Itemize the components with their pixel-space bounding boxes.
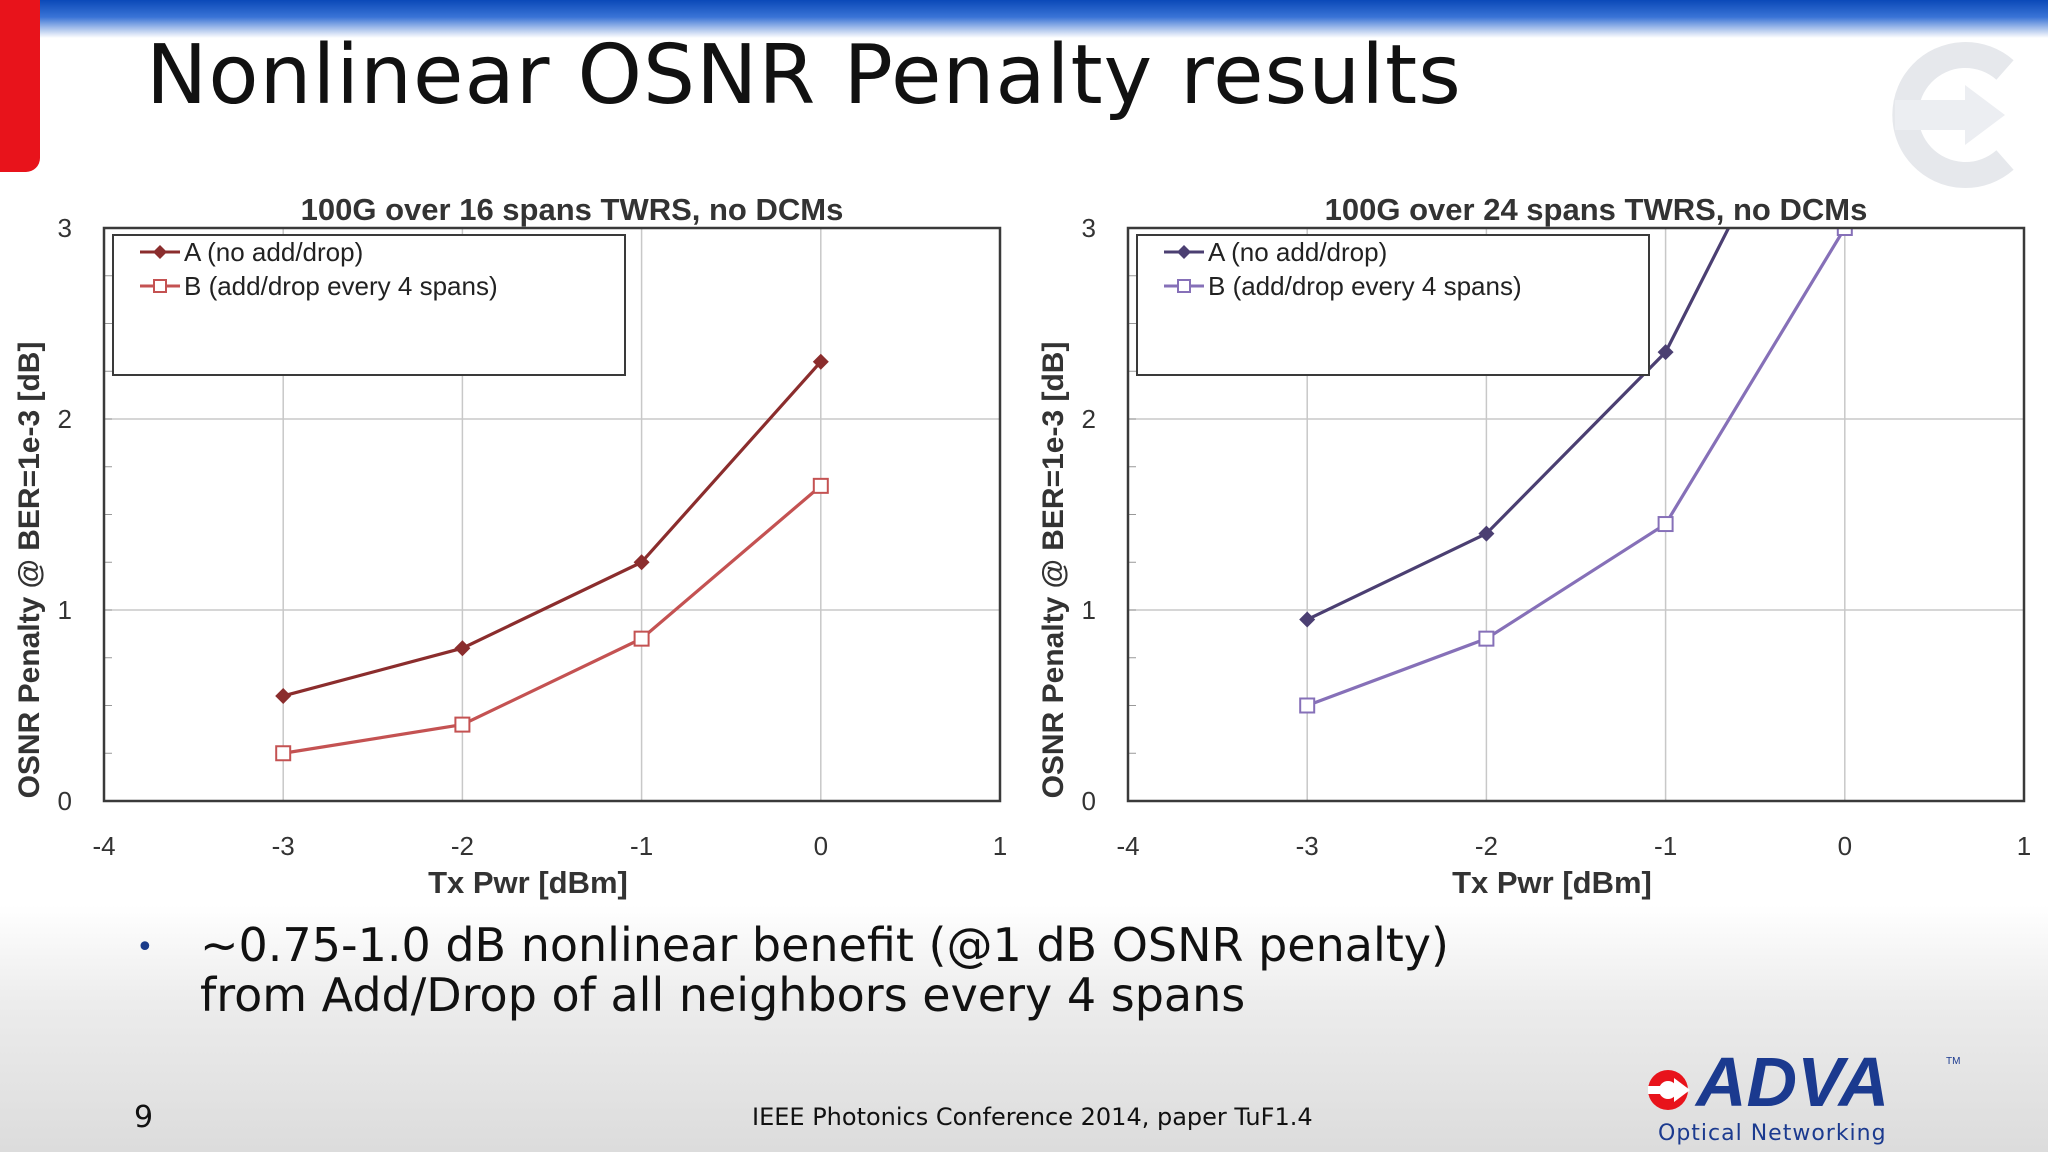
chart-legend: A (no add/drop) B (add/drop every 4 spans… — [112, 234, 626, 376]
series-line — [282, 484, 822, 755]
legend-swatch-marker — [153, 279, 167, 293]
y-tick-label: 1 — [1082, 595, 1096, 625]
bullet-text-line-2: from Add/Drop of all neighbors every 4 s… — [200, 968, 1246, 1022]
chart-24-spans: -4 -3 -2 -1 0 1 0 1 2 3 100G over 24 spans TWRS, n… — [1037, 192, 2031, 900]
logo-trademark: TM — [1946, 1056, 1960, 1067]
red-corner-tab — [0, 0, 40, 172]
x-tick-label: -1 — [630, 831, 653, 861]
legend-label: A (no add/drop) — [184, 237, 363, 267]
logo-wordmark: ADVA — [1694, 1046, 1889, 1121]
data-point-marker — [633, 554, 650, 571]
data-point-marker — [1478, 630, 1495, 647]
footer-citation: IEEE Photonics Conference 2014, paper Tu… — [752, 1103, 1313, 1131]
data-point-marker — [812, 477, 829, 494]
series-line — [1306, 228, 1731, 621]
x-tick-label: -4 — [1116, 831, 1139, 861]
page-number: 9 — [134, 1100, 154, 1135]
legend-swatch-marker — [1177, 245, 1191, 259]
logo-watermark-icon — [1892, 42, 2014, 188]
data-point-marker — [633, 630, 650, 647]
top-accent-bar — [0, 0, 2048, 38]
data-point-marker — [1478, 525, 1495, 542]
y-axis-label: OSNR Penalty @ BER=1e-3 [dB] — [13, 342, 46, 799]
series-a — [1299, 228, 1731, 628]
y-tick-label: 3 — [58, 213, 72, 243]
y-tick-label: 0 — [58, 786, 72, 816]
series-a — [275, 353, 829, 704]
x-tick-label: 0 — [1838, 831, 1852, 861]
chart-title: 100G over 16 spans TWRS, no DCMs — [301, 192, 844, 227]
series-b — [275, 477, 829, 762]
data-point-marker — [812, 353, 829, 370]
series-line — [1306, 228, 1847, 707]
legend-box — [1136, 234, 1650, 376]
chart-16-spans: -4 -3 -2 -1 0 1 0 1 2 3 100G over 16 spans TWRS, n… — [13, 192, 1007, 900]
logo-tagline: Optical Networking — [1658, 1121, 1887, 1146]
plot-frame — [102, 226, 1002, 803]
slide-title: Nonlinear OSNR Penalty results — [146, 28, 1462, 123]
data-point-marker — [454, 716, 471, 733]
y-tick-label: 0 — [1082, 786, 1096, 816]
y-tick-label: 3 — [1082, 213, 1096, 243]
data-point-marker — [1299, 611, 1316, 628]
data-point-marker — [275, 745, 292, 762]
data-point-marker — [1299, 697, 1316, 714]
x-tick-label: 0 — [814, 831, 828, 861]
series-b — [1299, 228, 1853, 714]
chart-title: 100G over 24 spans TWRS, no DCMs — [1325, 192, 1868, 227]
x-tick-label: -3 — [272, 831, 295, 861]
legend-box — [112, 234, 626, 376]
x-tick-label: -3 — [1296, 831, 1319, 861]
series-line — [282, 360, 822, 698]
y-tick-label: 2 — [1082, 404, 1096, 434]
y-tick-label: 2 — [58, 404, 72, 434]
bullet-text-line-1: ~0.75-1.0 dB nonlinear benefit (@1 dB OS… — [200, 918, 1449, 972]
data-point-marker — [454, 640, 471, 657]
legend-swatch-marker — [1177, 279, 1191, 293]
data-point-marker — [1657, 344, 1674, 361]
x-tick-label: -4 — [92, 831, 115, 861]
plot-frame — [1126, 226, 2026, 803]
x-tick-label: 1 — [2017, 831, 2031, 861]
y-axis-label: OSNR Penalty @ BER=1e-3 [dB] — [1037, 342, 1070, 799]
data-point-marker — [1657, 516, 1674, 533]
legend-label: A (no add/drop) — [1208, 237, 1387, 267]
x-tick-label: -2 — [1475, 831, 1498, 861]
adva-logo: ADVA TM Optical Networking — [1648, 1046, 1960, 1146]
legend-label: B (add/drop every 4 spans) — [1208, 271, 1522, 301]
x-axis-label: Tx Pwr [dBm] — [428, 865, 628, 900]
data-point-marker — [275, 687, 292, 704]
data-point-marker — [1836, 228, 1853, 236]
bullet-marker: • — [136, 930, 154, 965]
footer-band — [0, 905, 2048, 1152]
legend-label: B (add/drop every 4 spans) — [184, 271, 498, 301]
legend-swatch-marker — [153, 245, 167, 259]
x-axis-label: Tx Pwr [dBm] — [1452, 865, 1652, 900]
x-tick-label: 1 — [993, 831, 1007, 861]
x-tick-label: -1 — [1654, 831, 1677, 861]
y-tick-label: 1 — [58, 595, 72, 625]
adva-mark-icon — [1648, 1070, 1690, 1110]
x-tick-label: -2 — [451, 831, 474, 861]
chart-legend: A (no add/drop) B (add/drop every 4 spans… — [1136, 234, 1650, 376]
